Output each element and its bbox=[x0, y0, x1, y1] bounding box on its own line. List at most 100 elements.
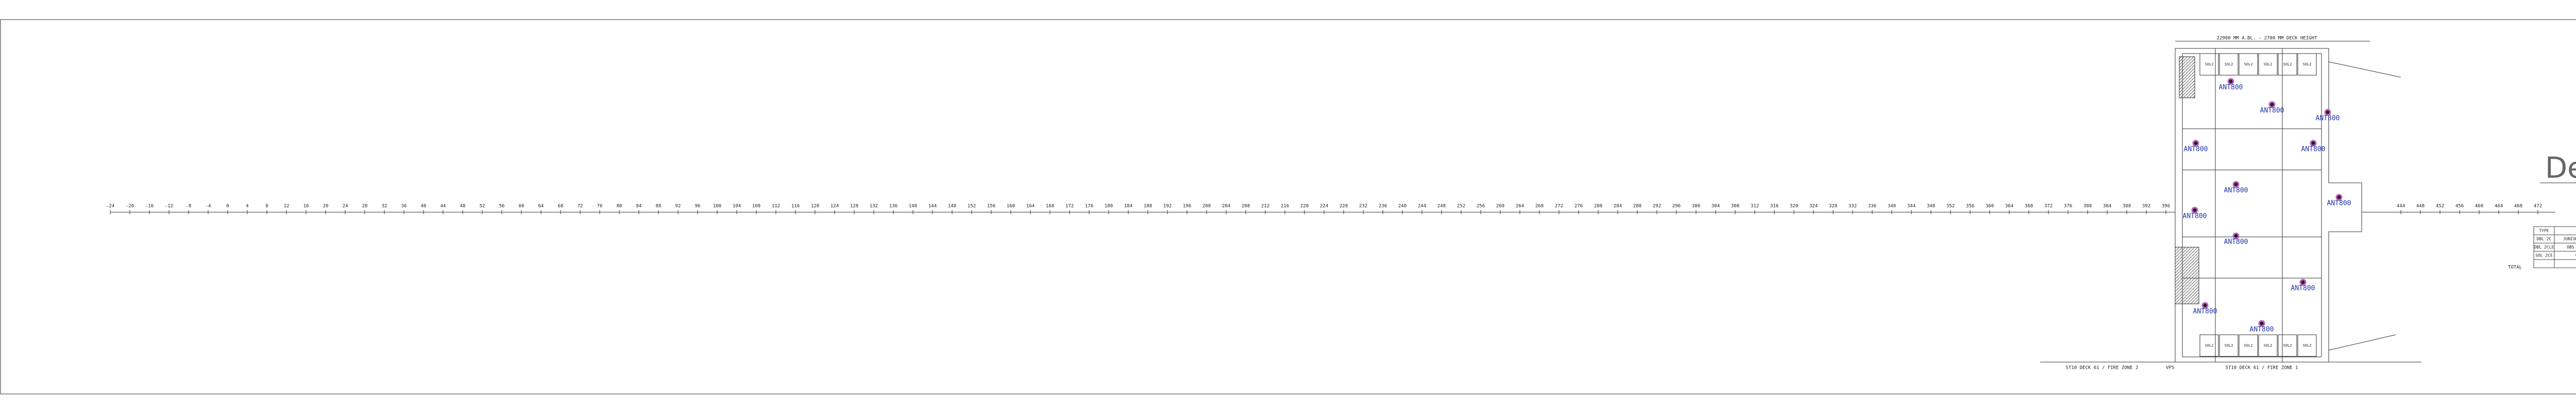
plan-header: 22900 MM A.BL. - 2700 MM DECK HEIGHT bbox=[2216, 36, 2317, 41]
cabin-label: SOL2 bbox=[2303, 344, 2312, 348]
ruler-label: 384 bbox=[2103, 204, 2111, 209]
antenna-label: ANT800 bbox=[2184, 146, 2208, 153]
ruler-label: 36 bbox=[401, 204, 407, 209]
ruler-label: 172 bbox=[1065, 204, 1074, 209]
antenna-label: ANT800 bbox=[2250, 326, 2274, 334]
stair-hatch bbox=[2179, 56, 2195, 98]
antenna-label: ANT800 bbox=[2224, 187, 2248, 195]
ruler-label: 352 bbox=[1946, 204, 1955, 209]
ruler-label: 72 bbox=[578, 204, 583, 209]
antenna-mark bbox=[2258, 320, 2265, 327]
ruler-label: 44 bbox=[440, 204, 446, 209]
antenna-mark bbox=[2192, 140, 2199, 147]
ruler-label: -12 bbox=[165, 204, 173, 209]
cabin bbox=[2219, 334, 2239, 357]
ruler-label: 116 bbox=[791, 204, 800, 209]
ruler-label: 452 bbox=[2436, 204, 2444, 209]
ruler-label: 0 bbox=[226, 204, 229, 209]
ruler-label: 4 bbox=[246, 204, 248, 209]
ruler-label: 164 bbox=[1026, 204, 1035, 209]
cabin bbox=[2199, 334, 2219, 357]
table-cell bbox=[2554, 234, 2576, 244]
antenna-mark bbox=[2310, 140, 2317, 147]
antenna-mark bbox=[2324, 109, 2331, 116]
ruler-label: -8 bbox=[186, 204, 192, 209]
ruler-label: 96 bbox=[695, 204, 701, 209]
ruler-label: 300 bbox=[1692, 204, 1700, 209]
ruler-label: 8 bbox=[265, 204, 268, 209]
ruler-label: 108 bbox=[752, 204, 760, 209]
ruler-label: 260 bbox=[1496, 204, 1504, 209]
stair-hatch bbox=[2175, 247, 2199, 304]
table-text: JUNIOR OPTION SCREEN bbox=[2563, 237, 2576, 242]
ruler-label: 184 bbox=[1124, 204, 1132, 209]
ruler-label: 200 bbox=[1202, 204, 1211, 209]
ruler-label: 196 bbox=[1183, 204, 1191, 209]
cabin bbox=[2297, 334, 2317, 357]
ruler-label: 468 bbox=[2514, 204, 2522, 209]
ruler-label: 328 bbox=[1829, 204, 1837, 209]
ruler-label: 80 bbox=[617, 204, 622, 209]
zone-label: ST10 DECK 61 / FIRE ZONE 1 bbox=[2226, 366, 2298, 371]
ruler-label: 272 bbox=[1555, 204, 1563, 209]
ruler-label: 448 bbox=[2416, 204, 2425, 209]
ruler-label: 252 bbox=[1457, 204, 1465, 209]
table-text: DBL 2C bbox=[2537, 237, 2552, 242]
ruler-label: 124 bbox=[831, 204, 839, 209]
cabin-label: SOL2 bbox=[2205, 344, 2214, 348]
ruler-label: 392 bbox=[2142, 204, 2150, 209]
ruler-label: 256 bbox=[1477, 204, 1485, 209]
table-cell bbox=[2554, 226, 2576, 235]
cabin bbox=[2297, 53, 2317, 76]
ruler-label: 212 bbox=[1261, 204, 1269, 209]
antenna-label: ANT800 bbox=[2301, 146, 2326, 153]
ruler-label: 340 bbox=[1888, 204, 1896, 209]
antenna-mark bbox=[2268, 101, 2276, 108]
antenna-label: ANT800 bbox=[2183, 213, 2207, 220]
ruler-label: 368 bbox=[2025, 204, 2033, 209]
table-text: OBS DOUBLE SCREEN bbox=[2567, 245, 2576, 250]
ruler-label: 152 bbox=[968, 204, 976, 209]
ruler-label: 136 bbox=[889, 204, 897, 209]
ruler-label: 224 bbox=[1320, 204, 1328, 209]
antenna-label: ANT800 bbox=[2327, 200, 2351, 208]
ruler-label: 376 bbox=[2064, 204, 2072, 209]
ruler-label: 292 bbox=[1653, 204, 1661, 209]
ruler-label: 288 bbox=[1633, 204, 1641, 209]
ruler-label: 156 bbox=[987, 204, 995, 209]
cabin bbox=[2278, 53, 2297, 76]
ruler-label: 220 bbox=[1300, 204, 1309, 209]
table-text: OBS DOUBLE bbox=[2575, 253, 2576, 258]
ruler-label: 60 bbox=[519, 204, 524, 209]
cabin bbox=[2199, 53, 2219, 76]
table-cell bbox=[2554, 251, 2576, 260]
ruler-label: 268 bbox=[1535, 204, 1544, 209]
ruler-label: -4 bbox=[206, 204, 211, 209]
ruler-label: 204 bbox=[1222, 204, 1230, 209]
ruler-label: 140 bbox=[909, 204, 917, 209]
ruler-label: 176 bbox=[1085, 204, 1093, 209]
ruler-label: 312 bbox=[1751, 204, 1759, 209]
ruler-label: 52 bbox=[480, 204, 485, 209]
cabin bbox=[2258, 334, 2278, 357]
ruler-label: 148 bbox=[948, 204, 956, 209]
marker-label: VPS bbox=[2166, 366, 2174, 371]
ruler-label: 344 bbox=[1907, 204, 1916, 209]
cabin-label: SOL2 bbox=[2205, 62, 2214, 66]
cabin bbox=[2239, 53, 2258, 76]
ruler-label: 280 bbox=[1594, 204, 1602, 209]
ruler-label: 456 bbox=[2455, 204, 2464, 209]
antenna-mark bbox=[2232, 181, 2240, 188]
ruler-label: 308 bbox=[1731, 204, 1739, 209]
antenna-mark bbox=[2232, 232, 2240, 239]
antenna-mark bbox=[2299, 279, 2307, 286]
antenna-mark bbox=[2335, 194, 2343, 201]
ruler-label: 12 bbox=[284, 204, 290, 209]
ruler-label: 396 bbox=[2162, 204, 2170, 209]
plan-lines bbox=[2182, 48, 2401, 362]
ruler-label: 24 bbox=[343, 204, 348, 209]
ruler-label: 128 bbox=[850, 204, 858, 209]
ruler-label: -16 bbox=[145, 204, 154, 209]
ruler-label: 28 bbox=[362, 204, 368, 209]
